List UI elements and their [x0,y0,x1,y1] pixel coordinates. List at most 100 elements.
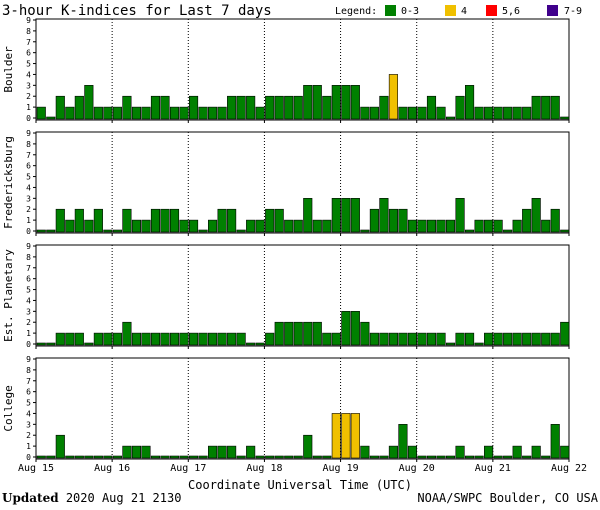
bar [341,85,351,120]
bar [65,106,75,120]
y-tick-label: 5 [26,60,31,69]
bar [322,455,332,459]
y-tick-label: 0 [26,227,31,236]
bar [484,332,494,346]
y-tick-label: 0 [26,340,31,349]
x-tick-label: Aug 17 [170,463,206,474]
y-tick-label: 2 [26,318,31,327]
bar [169,106,180,120]
y-tick-label: 2 [26,92,31,101]
bar [169,332,180,346]
legend-swatch-5-6 [486,5,497,16]
bar [379,198,389,233]
bar [503,455,513,459]
y-tick-label: 8 [26,366,31,375]
y-tick-label: 3 [26,81,31,90]
bar [550,332,560,346]
bar [455,332,465,346]
bar [417,455,427,459]
bar [360,321,370,346]
bar [131,332,141,346]
bar [331,85,341,120]
x-axis: Aug 15 Aug 16 Aug 17 Aug 18 Aug 19 Aug 20 Aug … [18,463,587,474]
bar [503,229,513,233]
bar [217,332,227,346]
bar [426,455,437,459]
bar [541,219,551,233]
bar [512,219,522,233]
bar [560,116,570,120]
bar [255,106,265,120]
x-tick-label: Aug 15 [18,463,54,474]
y-tick-label: 8 [26,27,31,36]
bar [541,95,551,120]
bar [236,95,246,120]
bar [560,229,570,233]
bar [188,332,199,346]
bar [293,455,303,459]
bar [150,95,161,120]
bar [141,445,151,459]
bar [188,455,199,459]
bar [312,85,322,120]
bar [464,332,475,346]
bar [312,219,322,233]
bar [550,95,560,120]
y-tick-label: 0 [26,453,31,462]
bar [208,445,218,459]
bar [122,95,132,120]
y-tick-label: 2 [26,431,31,440]
bar [84,455,94,459]
x-tick-label: Aug 21 [475,463,511,474]
bar [93,455,103,459]
bar [217,208,227,233]
bar [474,455,484,459]
bar [131,219,141,233]
bar [46,342,56,346]
bar [112,332,122,346]
x-tick-label: Aug 19 [323,463,359,474]
bar [484,106,494,120]
bar [93,106,103,120]
updated-value: 2020 Aug 21 2130 [65,491,182,505]
bar [522,455,532,459]
y-tick-label: 1 [26,216,31,225]
bar [388,332,398,346]
bar [360,445,370,459]
bar [341,311,351,346]
series-label: Est. Planetary [2,249,15,342]
bar [217,445,227,459]
bar [284,219,294,233]
bar [36,229,46,233]
bar [436,106,446,120]
bar [236,229,246,233]
bar [265,332,275,346]
panel-frame [35,244,570,347]
bar [464,455,475,459]
bar [388,208,398,233]
y-tick-label: 7 [26,264,31,273]
bar [445,219,456,233]
bar [474,342,484,346]
footer-credit: NOAA/SWPC Boulder, CO USA [417,491,598,505]
bar [350,311,360,346]
bar [217,106,227,120]
bar [208,106,218,120]
x-tick-label: Aug 18 [246,463,282,474]
panel-est-planetary: 0 1 2 3 45 6 7 8 9 Est. Planetary [2,242,570,349]
bar [426,95,437,120]
bar [464,229,475,233]
bar [246,95,256,120]
legend-swatch-7-9 [547,5,558,16]
bar [293,219,303,233]
bar [503,332,513,346]
bar [84,219,94,233]
legend-label-5-6: 5,6 [502,6,520,17]
bar [36,455,46,459]
updated-label: Updated [2,491,59,505]
bar [541,455,551,459]
x-tick-label: Aug 16 [94,463,130,474]
bar [303,198,313,233]
y-tick-label: 2 [26,205,31,214]
bar [379,455,389,459]
